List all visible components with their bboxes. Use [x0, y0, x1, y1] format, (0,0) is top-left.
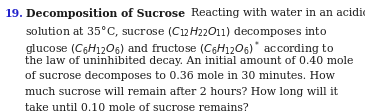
Text: much sucrose will remain after 2 hours? How long will it: much sucrose will remain after 2 hours? … [25, 87, 338, 97]
Text: glucose $(C_6H_{12}O_6)$ and fructose $(C_6H_{12}O_6)^*$ according to: glucose $(C_6H_{12}O_6)$ and fructose $(… [25, 40, 334, 58]
Text: Reacting with water in an acidic: Reacting with water in an acidic [191, 8, 365, 18]
Text: solution at 35°C, sucrose $(C_{12}H_{22}O_{11})$ decomposes into: solution at 35°C, sucrose $(C_{12}H_{22}… [25, 24, 327, 39]
Text: Decomposition of Sucrose: Decomposition of Sucrose [26, 8, 185, 19]
Text: of sucrose decomposes to 0.36 mole in 30 minutes. How: of sucrose decomposes to 0.36 mole in 30… [25, 71, 335, 81]
Text: 19.: 19. [4, 8, 23, 19]
Text: take until 0.10 mole of sucrose remains?: take until 0.10 mole of sucrose remains? [25, 103, 249, 112]
Text: the law of uninhibited decay. An initial amount of 0.40 mole: the law of uninhibited decay. An initial… [25, 56, 353, 66]
